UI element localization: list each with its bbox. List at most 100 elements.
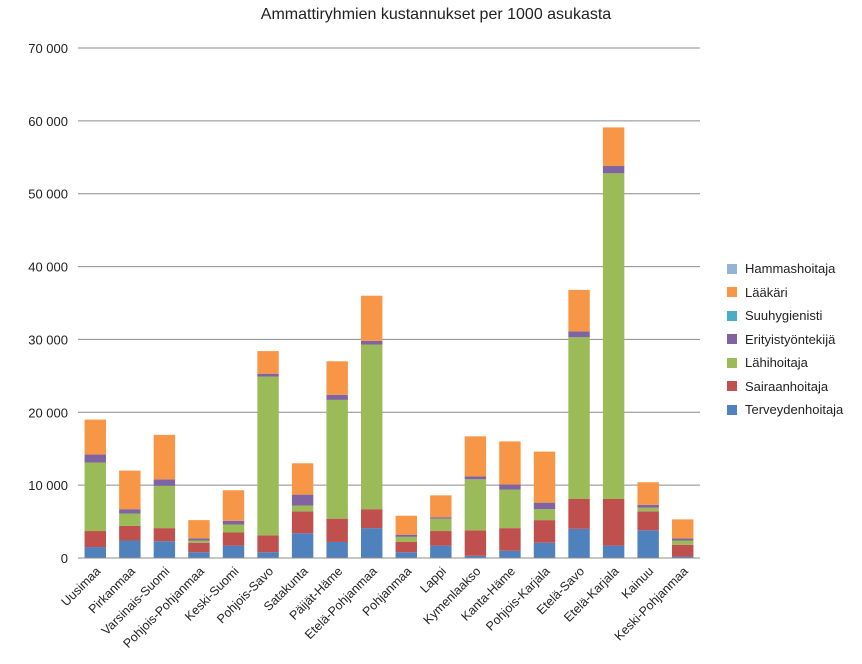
bar-segment — [361, 295, 383, 341]
legend-item: Lähihoitaja — [727, 351, 843, 375]
legend-label: Erityistyöntekijä — [745, 331, 836, 347]
bar-segment — [568, 498, 590, 529]
bar-segment — [188, 552, 210, 558]
y-tick-label: 30 000 — [28, 332, 68, 347]
bar-segment — [326, 518, 348, 542]
bar-segment — [499, 550, 521, 558]
bar-segment — [188, 540, 210, 543]
legend-item: Sairaanhoitaja — [727, 375, 843, 399]
chart-title: Ammattiryhmien kustannukset per 1000 asu… — [260, 6, 612, 23]
bar-segment — [395, 541, 417, 553]
y-tick-label: 0 — [61, 551, 68, 566]
y-tick-label: 20 000 — [28, 405, 68, 420]
bar-segment — [499, 528, 521, 551]
bar-segment — [222, 520, 245, 525]
bar-segment — [291, 533, 314, 558]
bar-segment — [499, 441, 521, 485]
bar-segment — [84, 419, 106, 455]
bar-segment — [119, 509, 141, 514]
legend-swatch — [727, 263, 737, 274]
bar-segment — [637, 507, 659, 512]
legend-item: Lääkäri — [727, 281, 843, 305]
legend-label: Suuhygienisti — [745, 308, 823, 324]
bar-segment — [361, 509, 383, 529]
bar-segment — [291, 463, 314, 495]
bar-segment — [257, 535, 279, 553]
bar-segment — [222, 532, 245, 546]
bar-segment — [395, 536, 417, 542]
legend-item: Hammashoitaja — [727, 257, 843, 281]
bar-segment — [326, 399, 348, 519]
bar-segment — [395, 552, 417, 558]
legend-label: Lääkäri — [745, 284, 788, 300]
legend-swatch — [727, 404, 737, 415]
bar-segment — [84, 462, 106, 532]
legend-swatch — [727, 310, 737, 321]
bar-segment — [602, 498, 625, 546]
bar-segment — [430, 517, 452, 519]
x-tick-label: Lappi — [417, 564, 449, 596]
bar-segment — [499, 489, 521, 529]
bar-segment — [464, 479, 487, 531]
bar-segment — [119, 470, 141, 510]
bar-segment — [672, 544, 694, 557]
bar-segment — [153, 528, 176, 542]
legend-item: Suuhygienisti — [727, 304, 843, 328]
bar-segment — [637, 530, 659, 558]
bar-segment — [153, 479, 176, 486]
bar-segment — [395, 515, 417, 535]
bar-segment — [326, 541, 348, 558]
bar-segment — [361, 528, 383, 558]
legend-label: Hammashoitaja — [745, 261, 836, 277]
legend-item: Erityistyöntekijä — [727, 328, 843, 352]
bar-segment — [257, 373, 279, 377]
bar-segment — [119, 513, 141, 526]
bar-segment — [533, 542, 556, 558]
bar-segment — [153, 541, 176, 558]
legend-label: Terveydenhoitaja — [745, 402, 844, 418]
bar-segment — [568, 289, 590, 332]
y-tick-label: 40 000 — [28, 260, 68, 275]
bar-segment — [637, 504, 659, 508]
legend: Hammashoitaja Lääkäri Suuhygienisti Erityis… — [727, 257, 843, 422]
legend-swatch — [727, 357, 737, 368]
bar-segment — [361, 340, 383, 345]
y-tick-label: 60 000 — [28, 114, 68, 129]
bar-segment — [188, 538, 210, 541]
bar-segment — [291, 511, 314, 534]
bar-segment — [119, 540, 141, 558]
bar-segment — [464, 476, 487, 480]
bar-segment — [395, 534, 417, 537]
bar-segment — [637, 482, 659, 505]
bar-segment — [568, 331, 590, 338]
bar-segment — [568, 528, 590, 558]
bar-segment — [188, 520, 210, 539]
bar-segment — [119, 525, 141, 541]
bar-segment — [637, 511, 659, 531]
bar-segment — [257, 376, 279, 536]
bar-segment — [361, 344, 383, 510]
bar-segment — [672, 556, 694, 558]
bar-segment — [602, 127, 625, 167]
legend-swatch — [727, 334, 737, 345]
bar-segment — [291, 505, 314, 512]
bar-segment — [533, 502, 556, 510]
bar-segment — [602, 545, 625, 558]
bar-segment — [533, 509, 556, 521]
bar-segment — [84, 454, 106, 463]
bar-segment — [430, 518, 452, 532]
bar-segment — [222, 524, 245, 533]
bar-segment — [153, 434, 176, 480]
bar-segment — [672, 540, 694, 545]
legend-swatch — [727, 381, 737, 392]
y-tick-label: 70 000 — [28, 41, 68, 56]
legend-label: Sairaanhoitaja — [745, 378, 829, 394]
bar-segment — [257, 351, 279, 374]
bar-segment — [430, 531, 452, 546]
bar-segment — [153, 485, 176, 529]
bar-segment — [188, 542, 210, 553]
bar-segment — [430, 495, 452, 518]
y-tick-label: 10 000 — [28, 478, 68, 493]
bar-segment — [602, 166, 625, 174]
